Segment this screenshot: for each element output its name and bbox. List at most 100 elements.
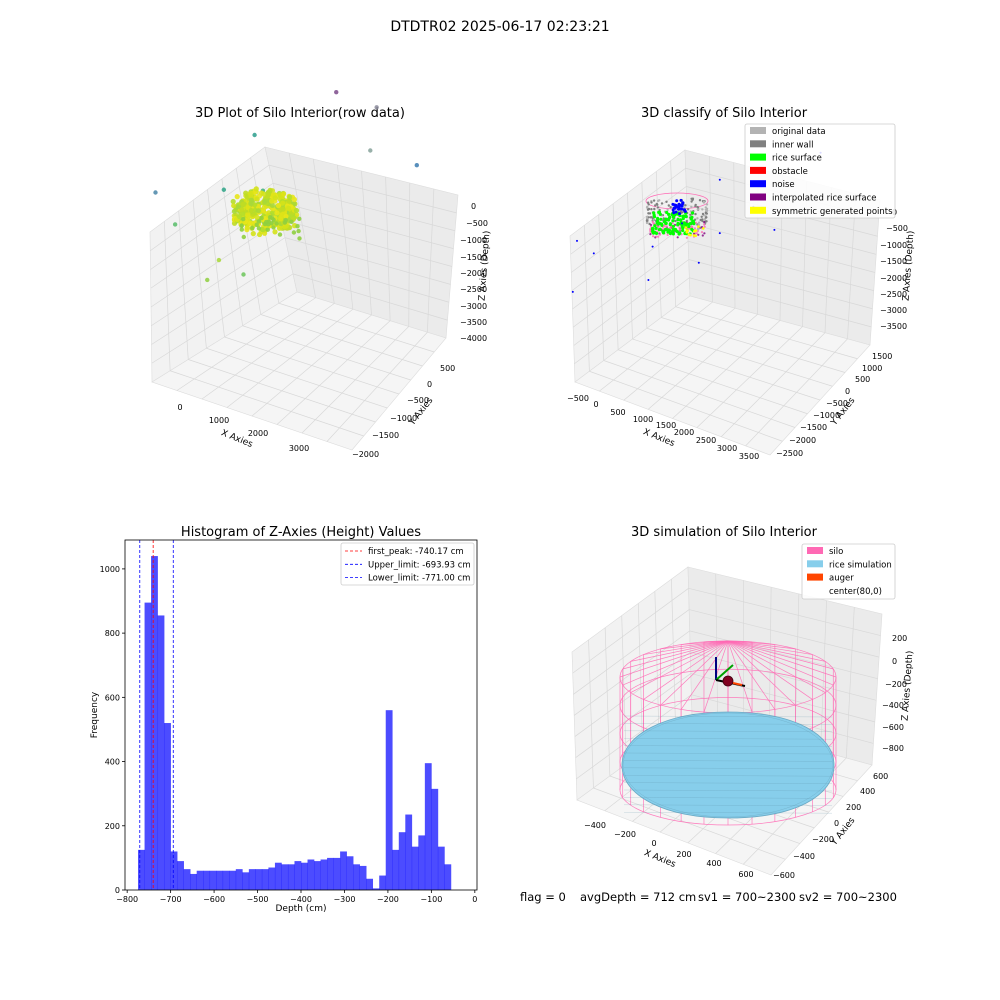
interpolated-surface-point <box>655 235 658 238</box>
raw-plot-title: 3D Plot of Silo Interior(row data) <box>195 106 405 121</box>
grid-line <box>646 327 833 387</box>
raw-cluster-point <box>241 216 246 222</box>
legend-label: silo <box>829 547 843 557</box>
grid-line <box>292 273 448 321</box>
noise-point <box>671 202 675 206</box>
status-line: flag = 0 avgDepth = 712 cm sv1 = 700~230… <box>520 890 897 904</box>
raw-cluster-point <box>265 192 271 198</box>
silo-roof-line <box>727 640 834 686</box>
z-axis-label: Z Axies (Depth) <box>902 230 917 301</box>
rice-surface-point <box>671 215 676 219</box>
histogram-bar <box>261 869 269 890</box>
rice-mesh-line <box>623 797 833 799</box>
noise-point <box>571 290 574 293</box>
inner-wall-point <box>665 200 668 203</box>
silo-roof-line <box>703 640 729 643</box>
rice-mesh-line <box>623 760 833 762</box>
raw-cluster-point <box>235 204 242 210</box>
rice-surface-point <box>653 230 657 234</box>
x-tick-label: −100 <box>420 895 442 904</box>
histogram-bar <box>164 723 171 890</box>
inner-wall-point <box>699 218 702 222</box>
rice-surface-point <box>651 226 655 230</box>
z-tick-label: 0 <box>892 657 897 666</box>
silo-roof-line <box>630 640 729 693</box>
x-tick-label: 0 <box>651 839 656 848</box>
raw-cluster-point <box>268 215 273 220</box>
noise-point <box>681 222 683 225</box>
histogram-bar <box>177 861 184 890</box>
legend-swatch <box>807 547 823 554</box>
inner-wall-point <box>694 212 697 216</box>
noise-point <box>681 201 685 205</box>
grid-line <box>672 320 781 419</box>
flag-status: flag = 0 <box>520 890 566 904</box>
raw-data-point <box>414 163 419 168</box>
y-tick-label: −2000 <box>352 450 379 459</box>
inner-wall-point <box>658 199 661 202</box>
symmetric-point <box>684 226 688 229</box>
y-tick-label: 800 <box>105 629 120 638</box>
y-tick-label: 1500 <box>872 352 892 361</box>
y-tick-label: 200 <box>846 803 861 812</box>
grid-line <box>687 222 876 273</box>
rice-surface-point <box>681 228 685 233</box>
auger-head <box>722 675 734 687</box>
inner-wall-point <box>686 208 690 211</box>
rice-mesh-line <box>623 767 833 769</box>
raw-cluster-point <box>264 219 269 225</box>
silo-roof-line <box>622 640 729 670</box>
grid-line <box>235 168 262 315</box>
rice-surface-point <box>664 221 668 225</box>
grid-line <box>288 255 450 303</box>
raw-cluster-point <box>297 216 302 221</box>
inner-wall-point <box>654 204 657 207</box>
raw-data-point <box>221 187 227 192</box>
grid-line <box>276 320 391 425</box>
noise-point <box>697 261 700 264</box>
inner-wall-point <box>655 202 658 206</box>
grid-line <box>242 325 411 381</box>
interpolated-surface-point <box>700 231 704 234</box>
rice-mesh-line <box>623 715 833 718</box>
rice-mesh-line <box>623 723 833 725</box>
x-tick-label: 2000 <box>674 428 694 437</box>
raw-cluster-point <box>296 228 301 234</box>
rice-surface-point <box>652 211 656 215</box>
noise-point <box>651 245 654 248</box>
legend-swatch <box>750 127 766 134</box>
legend-swatch <box>750 193 766 201</box>
noise-point <box>677 202 681 206</box>
interpolated-surface-point <box>657 235 660 238</box>
histogram-bar <box>216 870 224 890</box>
legend-label: rice surface <box>772 154 822 164</box>
histogram-bar <box>157 615 165 890</box>
x-tick-label: −700 <box>160 895 182 904</box>
raw-cluster-point <box>261 191 267 197</box>
silo-roof-line <box>680 640 729 710</box>
noise-point <box>718 178 721 181</box>
histogram-bar <box>170 851 178 890</box>
raw-cluster-point <box>286 198 292 204</box>
interpolated-surface-point <box>690 225 693 228</box>
grid-line <box>575 673 692 758</box>
inner-wall-point <box>696 217 699 220</box>
rice-mesh-line <box>623 812 833 814</box>
raw-3d-plot: 3D Plot of Silo Interior(row data) 0 100… <box>149 89 492 459</box>
silo-roof-line <box>643 640 729 655</box>
histogram-bar <box>255 869 263 890</box>
silo-roof-line <box>727 640 796 706</box>
histogram-bar <box>340 851 347 890</box>
histogram-bar <box>294 861 302 890</box>
z-tick-label: −200 <box>885 680 907 689</box>
raw-cluster-point <box>254 214 260 220</box>
histogram-bar <box>274 862 282 890</box>
rice-mesh-line <box>623 745 833 747</box>
histogram-bar <box>287 864 295 890</box>
rice-surface-point <box>671 219 675 223</box>
grid-line <box>408 182 411 327</box>
inner-wall-point <box>701 219 704 223</box>
y-tick-label: 0 <box>834 819 839 828</box>
raw-cluster-point <box>244 225 250 231</box>
